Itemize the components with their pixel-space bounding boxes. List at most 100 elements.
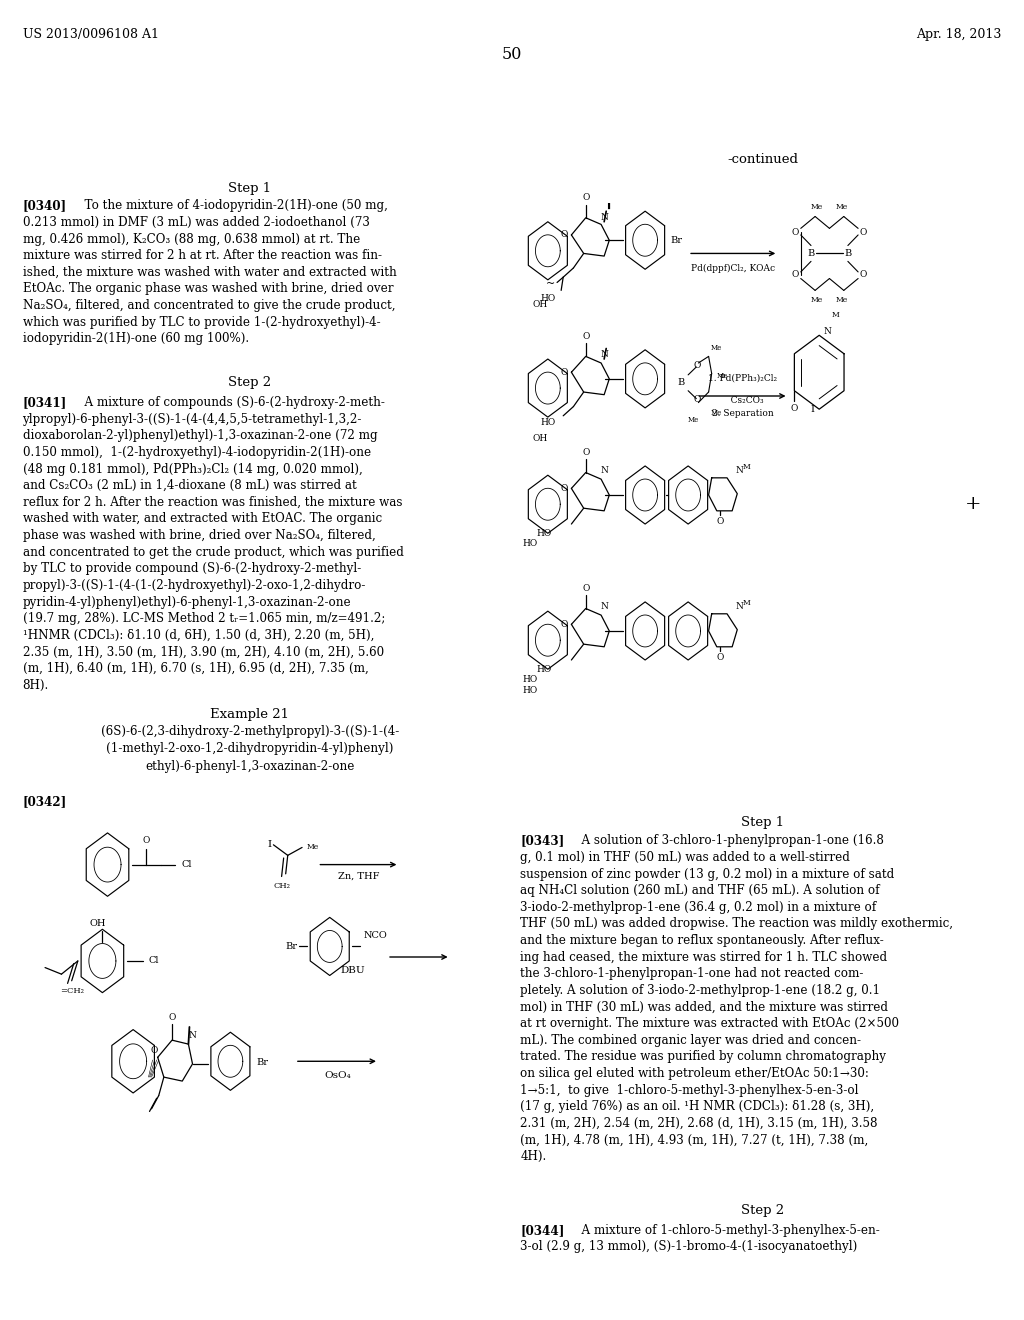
Text: O: O [151, 1045, 158, 1055]
Text: 0.150 mmol),  1-(2-hydroxyethyl)-4-iodopyridin-2(1H)-one: 0.150 mmol), 1-(2-hydroxyethyl)-4-iodopy… [23, 446, 371, 459]
Text: reflux for 2 h. After the reaction was finished, the mixture was: reflux for 2 h. After the reaction was f… [23, 496, 402, 508]
Text: CH₂: CH₂ [273, 882, 290, 890]
Text: g, 0.1 mol) in THF (50 mL) was added to a well-stirred: g, 0.1 mol) in THF (50 mL) was added to … [520, 851, 850, 863]
Text: Example 21: Example 21 [210, 708, 290, 721]
Text: Cs₂CO₃: Cs₂CO₃ [722, 396, 763, 405]
Text: 3-iodo-2-methylprop-1-ene (36.4 g, 0.2 mol) in a mixture of: 3-iodo-2-methylprop-1-ene (36.4 g, 0.2 m… [520, 900, 877, 913]
Text: phase was washed with brine, dried over Na₂SO₄, filtered,: phase was washed with brine, dried over … [23, 529, 375, 543]
Text: ing had ceased, the mixture was stirred for 1 h. TLC showed: ing had ceased, the mixture was stirred … [520, 950, 888, 964]
Text: Me: Me [836, 296, 848, 304]
Text: Me: Me [711, 345, 722, 352]
Text: N: N [600, 466, 608, 475]
Text: 4H).: 4H). [520, 1150, 547, 1163]
Text: ethyl)-6-phenyl-1,3-oxazinan-2-one: ethyl)-6-phenyl-1,3-oxazinan-2-one [145, 760, 354, 774]
Text: N: N [600, 213, 608, 222]
Text: iodopyridin-2(1H)-one (60 mg 100%).: iodopyridin-2(1H)-one (60 mg 100%). [23, 333, 249, 346]
Text: 50: 50 [502, 46, 522, 63]
Text: O: O [792, 228, 800, 236]
Text: M: M [831, 312, 840, 319]
Text: pyridin-4-yl)phenyl)ethyl)-6-phenyl-1,3-oxazinan-2-one: pyridin-4-yl)phenyl)ethyl)-6-phenyl-1,3-… [23, 595, 351, 609]
Text: HO: HO [522, 686, 538, 694]
Text: HO: HO [541, 294, 556, 304]
Text: Zn, THF: Zn, THF [338, 871, 379, 880]
Text: US 2013/0096108 A1: US 2013/0096108 A1 [23, 28, 159, 41]
Text: To the mixture of 4-iodopyridin-2(1H)-one (50 mg,: To the mixture of 4-iodopyridin-2(1H)-on… [77, 199, 388, 213]
Text: trated. The residue was purified by column chromatography: trated. The residue was purified by colu… [520, 1051, 886, 1064]
Text: Me: Me [688, 416, 699, 424]
Text: Cl: Cl [148, 957, 159, 965]
Text: THF (50 mL) was added dropwise. The reaction was mildly exothermic,: THF (50 mL) was added dropwise. The reac… [520, 917, 953, 931]
Text: [0342]: [0342] [23, 795, 67, 808]
Text: [0341]: [0341] [23, 396, 67, 409]
Text: [0343]: [0343] [520, 834, 564, 847]
Text: HO: HO [522, 540, 538, 548]
Text: 3-ol (2.9 g, 13 mmol), (S)-1-bromo-4-(1-isocyanatoethyl): 3-ol (2.9 g, 13 mmol), (S)-1-bromo-4-(1-… [520, 1241, 857, 1253]
Text: O: O [859, 271, 867, 279]
Text: HO: HO [537, 529, 552, 537]
Text: B: B [844, 249, 852, 257]
Text: O: O [716, 653, 724, 663]
Text: -continued: -continued [727, 153, 799, 166]
Text: O: O [792, 271, 800, 279]
Text: Step 1: Step 1 [228, 182, 271, 195]
Text: ylpropyl)-6-phenyl-3-((S)-1-(4-(4,4,5,5-tetramethyl-1,3,2-: ylpropyl)-6-phenyl-3-((S)-1-(4-(4,4,5,5-… [23, 413, 361, 425]
Text: Pd(dppf)Cl₂, KOAc: Pd(dppf)Cl₂, KOAc [691, 264, 775, 273]
Text: the 3-chloro-1-phenylpropan-1-one had not reacted com-: the 3-chloro-1-phenylpropan-1-one had no… [520, 968, 863, 981]
Text: M: M [742, 463, 751, 471]
Text: (6S)-6-(2,3-dihydroxy-2-methylpropyl)-3-((S)-1-(4-: (6S)-6-(2,3-dihydroxy-2-methylpropyl)-3-… [100, 725, 399, 738]
Text: OH: OH [532, 434, 548, 444]
Text: O: O [791, 404, 798, 413]
Text: NCO: NCO [364, 932, 387, 940]
Text: suspension of zinc powder (13 g, 0.2 mol) in a mixture of satd: suspension of zinc powder (13 g, 0.2 mol… [520, 867, 894, 880]
Text: O: O [693, 362, 700, 370]
Text: (1-methyl-2-oxo-1,2-dihydropyridin-4-yl)phenyl): (1-methyl-2-oxo-1,2-dihydropyridin-4-yl)… [106, 742, 393, 755]
Text: [0340]: [0340] [23, 199, 67, 213]
Text: O: O [693, 396, 700, 404]
Text: I: I [267, 841, 271, 849]
Text: N: N [600, 350, 608, 359]
Text: OsO₄: OsO₄ [325, 1071, 351, 1080]
Text: O: O [561, 231, 568, 239]
Text: (17 g, yield 76%) as an oil. ¹H NMR (CDCl₃): δ1.28 (s, 3H),: (17 g, yield 76%) as an oil. ¹H NMR (CDC… [520, 1101, 874, 1113]
Text: B: B [807, 249, 815, 257]
Text: O: O [582, 583, 590, 593]
Text: mL). The combined organic layer was dried and concen-: mL). The combined organic layer was drie… [520, 1034, 861, 1047]
Text: pletely. A solution of 3-iodo-2-methylprop-1-ene (18.2 g, 0.1: pletely. A solution of 3-iodo-2-methylpr… [520, 983, 881, 997]
Text: which was purified by TLC to provide 1-(2-hydroxyethyl)-4-: which was purified by TLC to provide 1-(… [23, 315, 380, 329]
Text: O: O [561, 484, 568, 492]
Text: and concentrated to get the crude product, which was purified: and concentrated to get the crude produc… [23, 545, 403, 558]
Text: N: N [735, 602, 743, 611]
Text: O: O [561, 620, 568, 628]
Text: and Cs₂CO₃ (2 mL) in 1,4-dioxane (8 mL) was stirred at: and Cs₂CO₃ (2 mL) in 1,4-dioxane (8 mL) … [23, 479, 356, 492]
Text: M: M [742, 599, 751, 607]
Text: aq NH₄Cl solution (260 mL) and THF (65 mL). A solution of: aq NH₄Cl solution (260 mL) and THF (65 m… [520, 884, 880, 898]
Text: 1. Pd(PPh₃)₂Cl₂: 1. Pd(PPh₃)₂Cl₂ [708, 374, 777, 383]
Text: O: O [716, 517, 724, 527]
Text: Step 2: Step 2 [228, 376, 271, 389]
Text: N: N [823, 327, 831, 335]
Text: B: B [678, 379, 685, 387]
Text: A mixture of 1-chloro-5-methyl-3-phenylhex-5-en-: A mixture of 1-chloro-5-methyl-3-phenylh… [574, 1224, 881, 1237]
Text: OH: OH [532, 300, 548, 309]
Text: ¹HNMR (CDCl₃): δ1.10 (d, 6H), 1.50 (d, 3H), 2.20 (m, 5H),: ¹HNMR (CDCl₃): δ1.10 (d, 6H), 1.50 (d, 3… [23, 628, 374, 642]
Text: (m, 1H), 6.40 (m, 1H), 6.70 (s, 1H), 6.95 (d, 2H), 7.35 (m,: (m, 1H), 6.40 (m, 1H), 6.70 (s, 1H), 6.9… [23, 663, 369, 675]
Text: on silica gel eluted with petroleum ether/EtOAc 50:1→30:: on silica gel eluted with petroleum ethe… [520, 1067, 869, 1080]
Text: HO: HO [537, 665, 552, 673]
Text: washed with water, and extracted with EtOAC. The organic: washed with water, and extracted with Et… [23, 512, 382, 525]
Text: A solution of 3-chloro-1-phenylpropan-1-one (16.8: A solution of 3-chloro-1-phenylpropan-1-… [574, 834, 885, 847]
Text: 2.31 (m, 2H), 2.54 (m, 2H), 2.68 (d, 1H), 3.15 (m, 1H), 3.58: 2.31 (m, 2H), 2.54 (m, 2H), 2.68 (d, 1H)… [520, 1117, 878, 1130]
Text: N: N [600, 602, 608, 611]
Text: A mixture of compounds (S)-6-(2-hydroxy-2-meth-: A mixture of compounds (S)-6-(2-hydroxy-… [77, 396, 385, 409]
Text: Br: Br [256, 1059, 268, 1067]
Text: mixture was stirred for 2 h at rt. After the reaction was fin-: mixture was stirred for 2 h at rt. After… [23, 249, 382, 263]
Text: O: O [142, 836, 151, 845]
Text: Me: Me [306, 843, 318, 851]
Text: O: O [561, 368, 568, 376]
Text: and the mixture began to reflux spontaneously. After reflux-: and the mixture began to reflux spontane… [520, 935, 884, 946]
Text: dioxaborolan-2-yl)phenyl)ethyl)-1,3-oxazinan-2-one (72 mg: dioxaborolan-2-yl)phenyl)ethyl)-1,3-oxaz… [23, 429, 377, 442]
Text: 1→5:1,  to give  1-chloro-5-methyl-3-phenylhex-5-en-3-ol: 1→5:1, to give 1-chloro-5-methyl-3-pheny… [520, 1084, 859, 1097]
Text: 0.213 mmol) in DMF (3 mL) was added 2-iodoethanol (73: 0.213 mmol) in DMF (3 mL) was added 2-io… [23, 216, 370, 228]
Text: Me: Me [711, 409, 722, 417]
Text: O: O [582, 331, 590, 341]
Text: Step 2: Step 2 [741, 1204, 784, 1217]
